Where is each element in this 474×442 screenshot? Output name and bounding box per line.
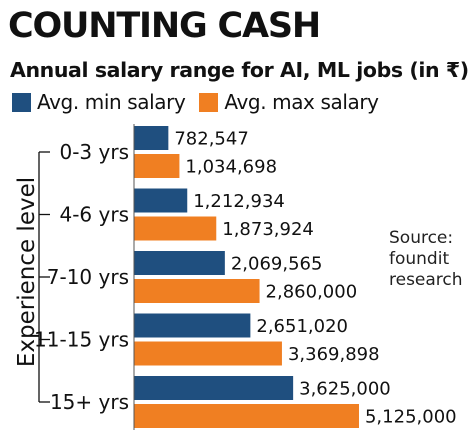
bar-value-label: 782,547	[174, 129, 248, 150]
bar-max-salary	[134, 216, 217, 241]
bar-value-label: 3,625,000	[299, 379, 391, 400]
bar-value-label: 3,369,898	[288, 344, 380, 365]
bar-value-label: 1,873,924	[222, 219, 314, 240]
legend-swatch-min	[12, 92, 31, 112]
source-note: Source: foundit research	[389, 228, 463, 291]
bar-min-salary	[134, 126, 169, 150]
bar-max-salary	[134, 341, 282, 366]
bar-value-label: 2,860,000	[266, 282, 358, 303]
y-axis-title: Experience level	[14, 177, 40, 367]
category-label: 4-6 yrs	[59, 203, 129, 227]
chart-subtitle: Annual salary range for AI, ML jobs (in …	[10, 58, 469, 82]
bar-min-salary	[134, 188, 188, 213]
category-label: 15+ yrs	[50, 390, 129, 414]
chart-title: COUNTING CASH	[8, 6, 321, 46]
bar-value-label: 2,651,020	[256, 316, 348, 337]
bar-max-salary	[134, 404, 359, 428]
bar-max-salary	[134, 154, 180, 178]
bar-value-label: 5,125,000	[365, 407, 457, 428]
bar-min-salary	[134, 251, 225, 275]
source-line-3: research	[389, 270, 463, 290]
bar-value-label: 1,034,698	[185, 157, 277, 178]
category-label: 0-3 yrs	[59, 140, 129, 164]
source-line-1: Source:	[389, 228, 454, 248]
bar-min-salary	[134, 313, 251, 338]
legend-item-max: Avg. max salary	[199, 90, 379, 114]
legend-item-min: Avg. min salary	[12, 90, 186, 114]
legend-label-max: Avg. max salary	[224, 90, 379, 114]
legend-label-min: Avg. min salary	[37, 90, 186, 114]
bar-min-salary	[134, 376, 294, 400]
legend-swatch-max	[199, 92, 219, 112]
legend: Avg. min salary Avg. max salary	[12, 90, 387, 117]
bar-max-salary	[134, 279, 260, 303]
category-label: 7-10 yrs	[47, 265, 129, 289]
bar-value-label: 2,069,565	[231, 254, 323, 275]
bar-value-label: 1,212,934	[193, 191, 285, 212]
source-line-2: foundit	[389, 249, 450, 269]
category-label: 11-15 yrs	[34, 328, 129, 352]
